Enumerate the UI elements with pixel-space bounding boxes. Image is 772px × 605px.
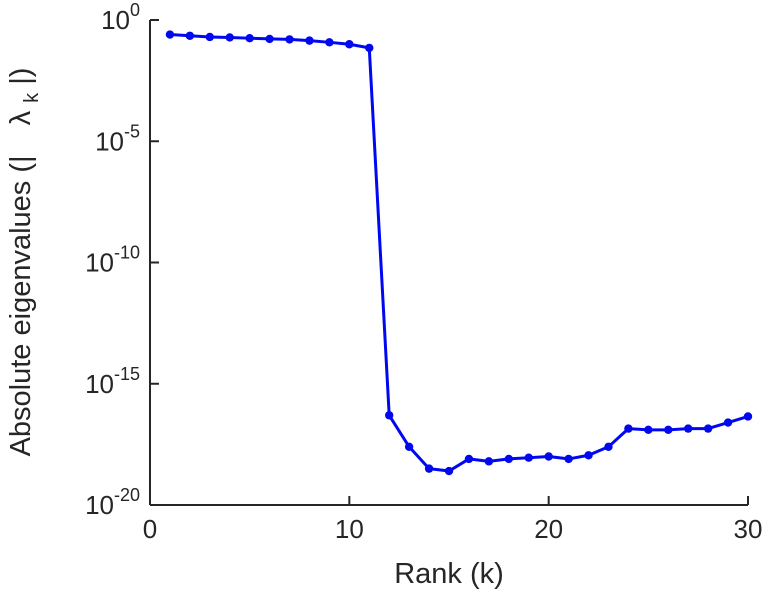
data-point-marker xyxy=(245,33,254,43)
data-point-marker xyxy=(723,418,733,427)
data-point-marker xyxy=(524,453,533,462)
data-point-marker xyxy=(644,425,653,435)
data-point-marker xyxy=(345,40,354,49)
data-point-marker xyxy=(504,454,513,464)
x-axis-label: Rank (k) xyxy=(394,558,504,590)
y-tick-base: 10 xyxy=(85,490,114,520)
data-point-marker xyxy=(305,36,314,45)
data-point-marker xyxy=(225,33,234,42)
y-tick-exponent: -10 xyxy=(114,243,140,263)
data-point-marker xyxy=(165,30,175,39)
data-point-marker xyxy=(584,451,593,460)
data-point-marker xyxy=(604,442,613,451)
data-point-marker xyxy=(365,43,374,53)
y-tick-exponent: 0 xyxy=(130,0,140,20)
data-point-marker xyxy=(185,31,195,40)
data-point-marker xyxy=(684,424,693,433)
y-axis-label: Absolute eigenvalues (| λ k |) xyxy=(5,68,45,457)
y-tick-label: 10-15 xyxy=(85,364,140,399)
eigenvalue-line-series xyxy=(168,33,750,473)
data-point-marker xyxy=(743,412,753,421)
data-point-marker xyxy=(703,424,713,433)
y-tick-exponent: -5 xyxy=(124,121,140,141)
data-point-marker xyxy=(285,35,294,44)
data-point-marker xyxy=(325,38,334,47)
data-point-marker xyxy=(385,411,394,420)
data-point-marker xyxy=(265,34,274,44)
data-point-marker xyxy=(404,442,414,451)
data-point-marker xyxy=(424,464,434,473)
data-point-marker xyxy=(205,32,214,42)
y-tick-base: 10 xyxy=(85,369,114,399)
lambda-subscript: k xyxy=(21,92,43,103)
y-tick-exponent: -20 xyxy=(114,485,140,505)
x-tick-label: 0 xyxy=(143,514,157,544)
x-tick-label: 30 xyxy=(734,514,763,544)
data-point-marker xyxy=(444,466,454,476)
data-point-marker xyxy=(624,424,633,433)
x-tick-label: 20 xyxy=(534,514,563,544)
data-point-marker xyxy=(564,454,573,464)
y-tick-base: 10 xyxy=(101,5,130,35)
data-point-marker xyxy=(544,452,553,461)
x-tick-label: 10 xyxy=(335,514,364,544)
y-tick-exponent: -15 xyxy=(114,364,140,384)
y-tick-label: 100 xyxy=(101,0,140,35)
y-tick-label: 10-5 xyxy=(95,121,140,156)
data-point-marker xyxy=(484,457,494,466)
y-tick-label: 10-20 xyxy=(85,485,140,520)
y-tick-base: 10 xyxy=(85,248,114,278)
y-axis-label-suffix: |) xyxy=(5,68,37,85)
lambda-symbol: λ xyxy=(5,110,37,125)
y-axis-label-prefix: Absolute eigenvalues (| xyxy=(5,155,37,456)
y-tick-label: 10-10 xyxy=(85,243,140,278)
y-tick-base: 10 xyxy=(95,126,124,156)
data-point-marker xyxy=(664,425,673,435)
data-point-marker xyxy=(464,454,474,464)
